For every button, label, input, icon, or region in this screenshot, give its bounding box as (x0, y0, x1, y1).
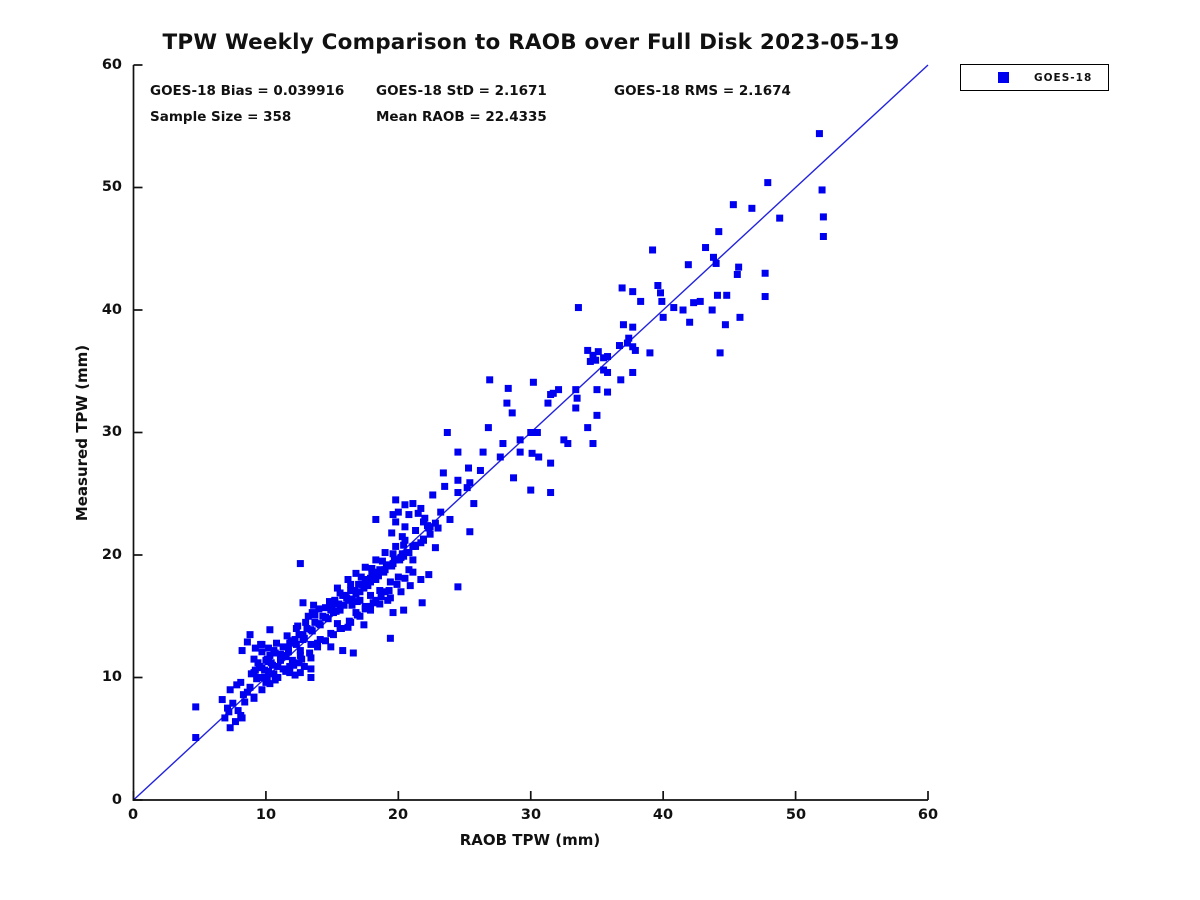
legend: GOES-18 (960, 64, 1109, 91)
y-tick-label: 30 (101, 424, 122, 440)
x-axis-label: RAOB TPW (mm) (459, 831, 601, 849)
y-tick-label: 50 (101, 179, 122, 195)
x-tick-label: 60 (917, 807, 939, 823)
x-tick-label: 30 (520, 807, 542, 823)
x-tick-label: 10 (255, 807, 277, 823)
legend-label: GOES-18 (1034, 71, 1093, 84)
y-tick-label: 10 (101, 669, 122, 685)
stat-bias: GOES-18 Bias = 0.039916 (150, 83, 345, 99)
y-tick-label: 0 (111, 792, 122, 808)
x-tick-label: 40 (652, 807, 674, 823)
chart-title: TPW Weekly Comparison to RAOB over Full … (162, 30, 900, 55)
x-tick-label: 20 (387, 807, 409, 823)
stat-sample-size: Sample Size = 358 (150, 109, 292, 125)
stat-std: GOES-18 StD = 2.1671 (376, 83, 547, 99)
x-tick-label: 0 (127, 807, 139, 823)
y-axis-label: Measured TPW (mm) (73, 344, 91, 522)
y-tick-label: 60 (101, 57, 122, 73)
y-tick-label: 40 (101, 302, 122, 318)
stat-rms: GOES-18 RMS = 2.1674 (614, 83, 791, 99)
stat-mean-raob: Mean RAOB = 22.4335 (376, 109, 547, 125)
legend-marker-icon (998, 72, 1009, 83)
x-tick-label: 50 (785, 807, 807, 823)
y-tick-label: 20 (101, 547, 122, 563)
